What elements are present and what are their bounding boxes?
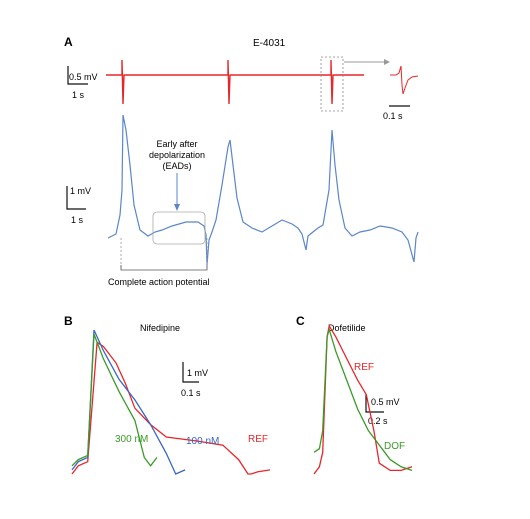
series-label-ref: REF (248, 434, 268, 445)
panel-c-plot: REF DOF (313, 324, 413, 475)
main-scale-amplitude: 1 mV (70, 186, 91, 196)
top-scale-bar (67, 66, 88, 85)
panel-a-label: A (64, 35, 73, 49)
top-scale-time: 1 s (72, 90, 85, 100)
panel-b-plot: REF 100 nM 300 nM (71, 329, 271, 475)
inset-scale-label: 0.1 s (383, 111, 403, 121)
panel-b-scale-bar (182, 362, 199, 383)
main-scale-bar (66, 186, 86, 210)
series-label-ref: REF (354, 362, 374, 373)
cap-bracket (120, 265, 208, 271)
panel-c-scale-bar (365, 394, 384, 413)
ead-label-line-2: depolarization (149, 150, 205, 160)
zoom-arrow-head (384, 59, 390, 65)
ead-arrow-head (174, 204, 180, 211)
panel-c-label: C (296, 314, 305, 328)
ead-highlight-box (152, 211, 206, 245)
panel-b-scale-time: 0.1 s (181, 388, 201, 398)
main-scale-time: 1 s (71, 215, 84, 225)
series-line-dof (313, 327, 413, 472)
ead-label-line-3: (EADs) (163, 161, 192, 171)
series-line-ref (71, 341, 271, 475)
panel-c-scale-amplitude: 0.5 mV (371, 397, 400, 407)
panel-b-label: B (64, 314, 73, 328)
panel-b-title: Nifedipine (140, 323, 180, 333)
inset-trace (390, 65, 419, 95)
panel-c-scale-time: 0.2 s (368, 416, 388, 426)
ead-label-line-1: Early after (156, 139, 197, 149)
series-line-100-nm (71, 329, 186, 475)
series-label-100-nm: 100 nM (186, 436, 219, 447)
top-ecg-trace (106, 59, 364, 105)
panel-c-title: Dofetilide (328, 323, 366, 333)
series-line-ref (313, 324, 413, 475)
action-potential-trace (107, 114, 419, 266)
series-label-300-nm: 300 nM (115, 434, 148, 445)
series-label-dof: DOF (384, 441, 405, 452)
top-scale-amplitude: 0.5 mV (69, 72, 98, 82)
panel-a-title: E-4031 (253, 38, 286, 49)
spike-highlight-box (320, 56, 344, 112)
cap-label: Complete action potential (108, 277, 210, 287)
series-line-300-nm (71, 333, 158, 467)
panel-b-scale-amplitude: 1 mV (187, 368, 208, 378)
